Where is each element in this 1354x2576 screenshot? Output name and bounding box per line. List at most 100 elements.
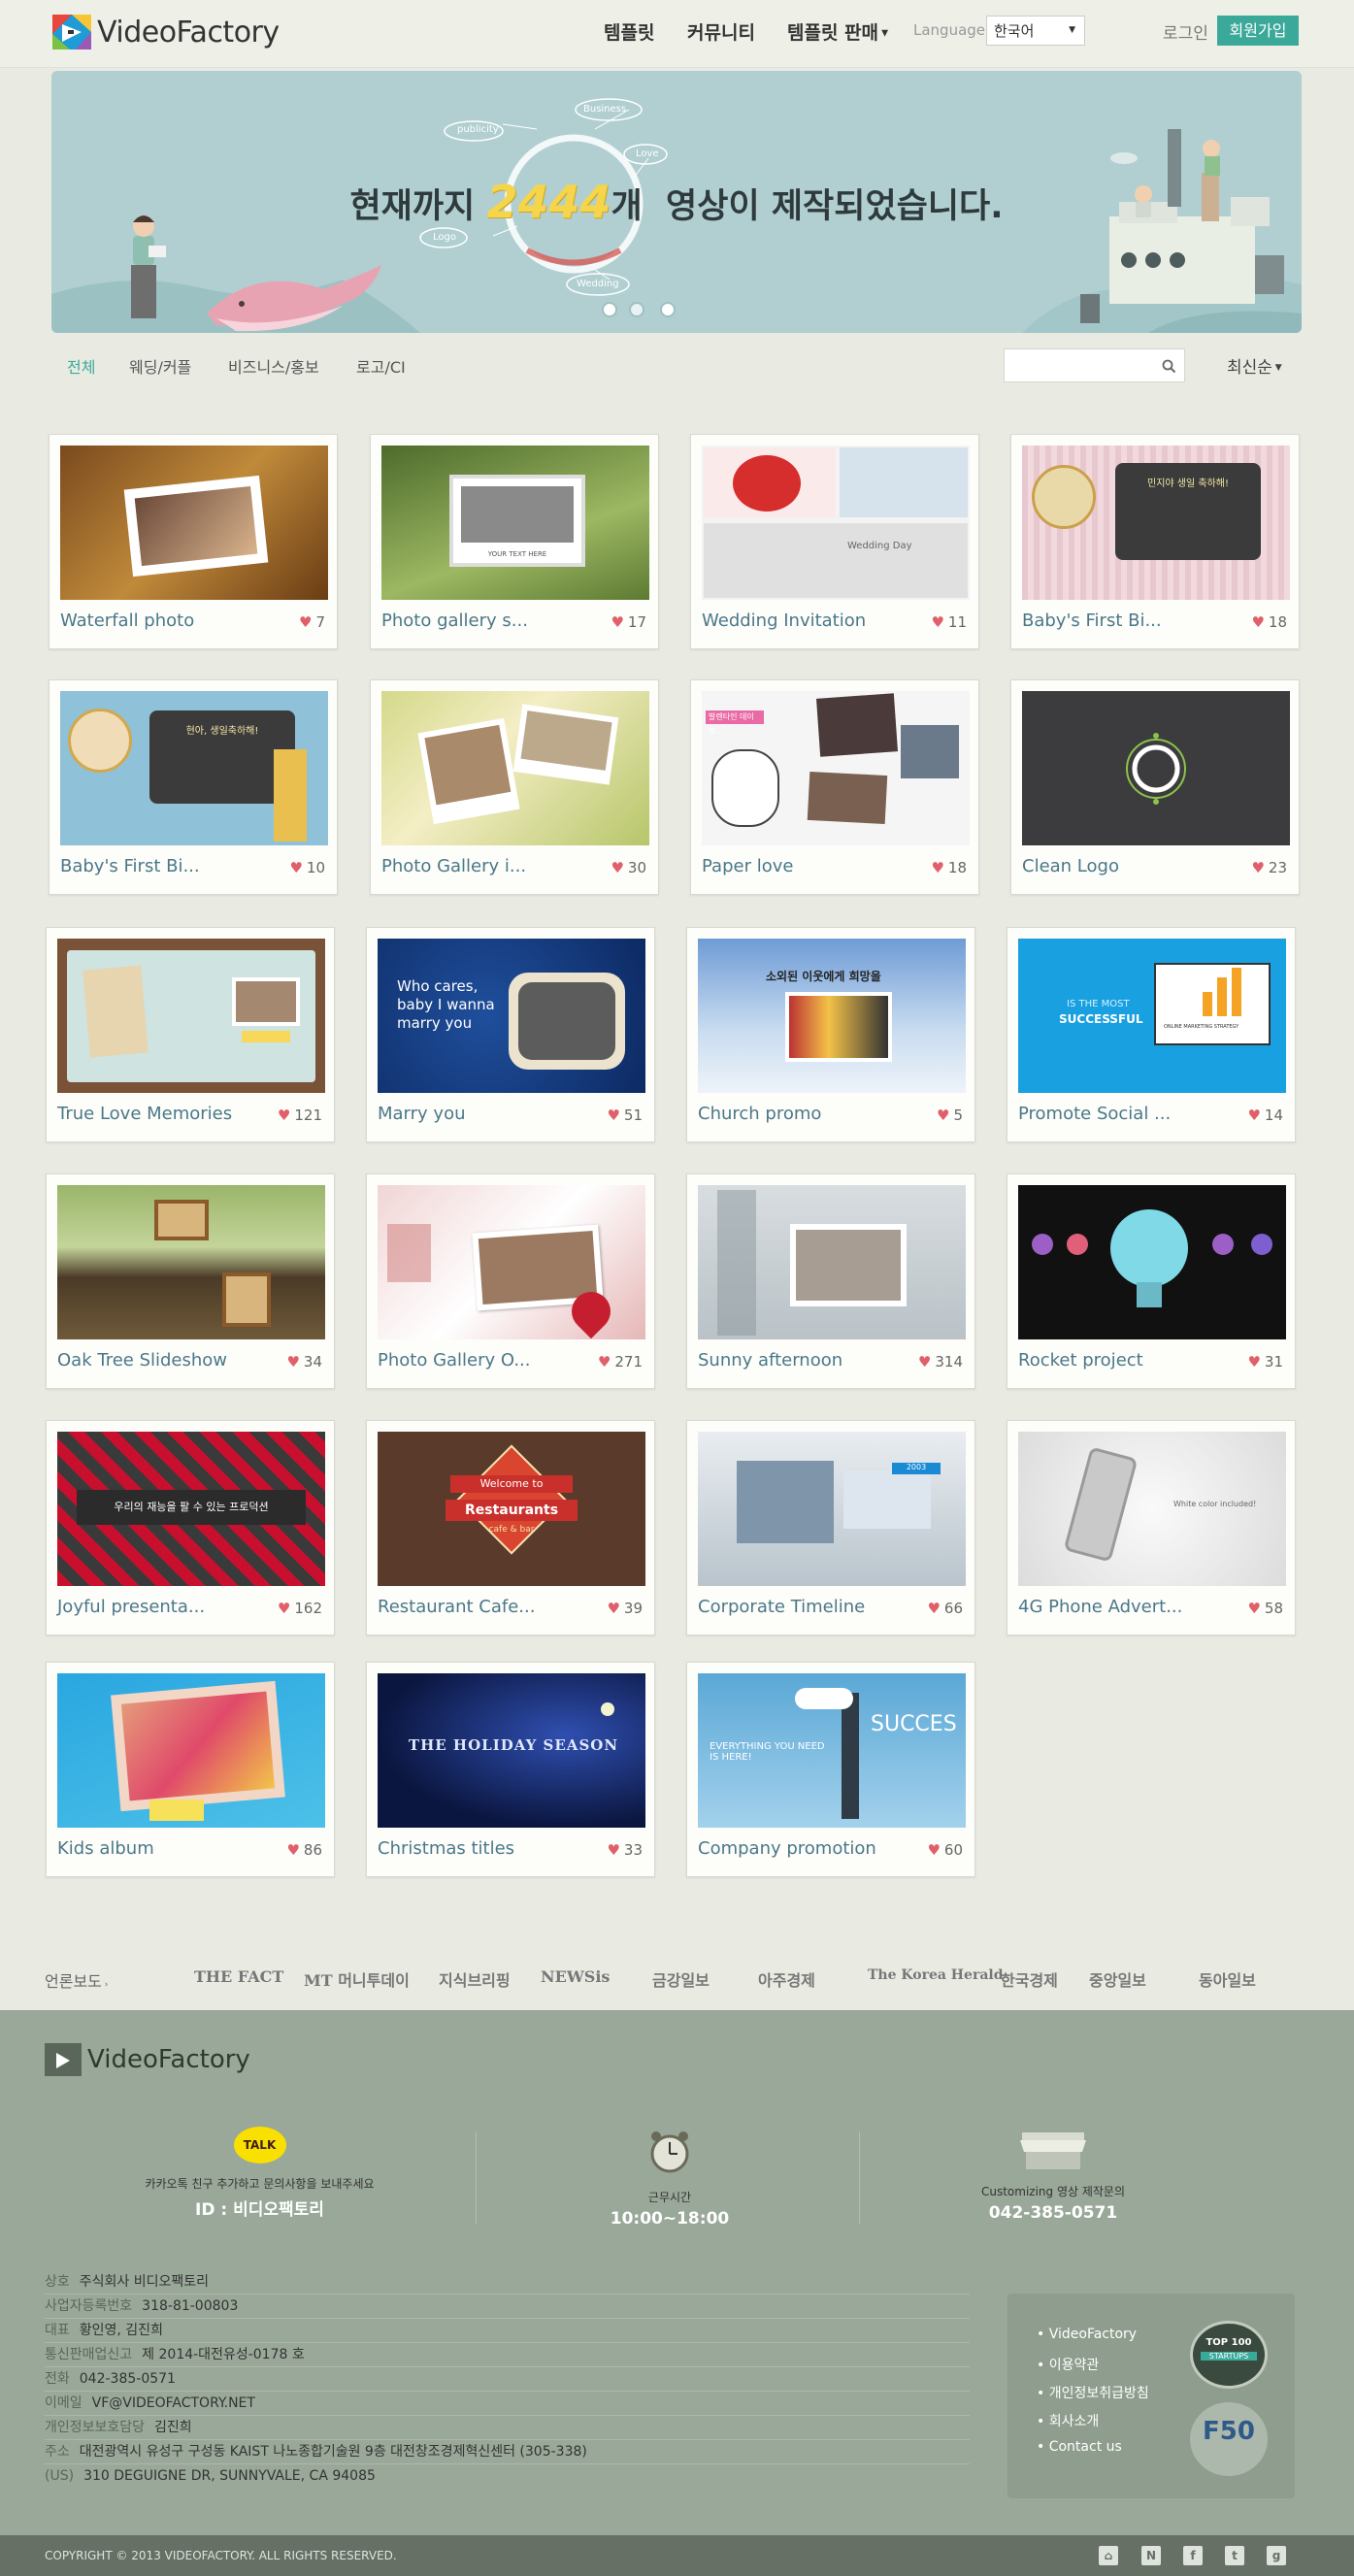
template-title[interactable]: Sunny afternoon	[698, 1350, 843, 1371]
template-thumbnail[interactable]: 소외된 이웃에게 희망을	[698, 939, 966, 1093]
template-thumbnail[interactable]: 우리의 재능을 팔 수 있는 프로덕션	[57, 1432, 325, 1586]
template-thumbnail[interactable]: YOUR TEXT HERE	[381, 446, 649, 600]
like-count[interactable]: ♥ 10	[289, 859, 325, 876]
carousel-dot-1[interactable]	[602, 302, 617, 317]
template-card[interactable]: 소외된 이웃에게 희망을 Church promo ♥ 5	[686, 927, 975, 1142]
template-card[interactable]: 현아, 생일축하해! Baby's First Bi... ♥ 10	[49, 679, 338, 895]
press-logo-hankyung[interactable]: 한국경제	[1001, 1971, 1058, 1990]
template-title[interactable]: Rocket project	[1018, 1350, 1143, 1371]
template-thumbnail[interactable]	[57, 939, 325, 1093]
like-count[interactable]: ♥ 11	[931, 613, 967, 631]
template-card[interactable]: Welcome to Restaurants cafe & bar Restau…	[366, 1420, 655, 1635]
footer-link-contact[interactable]: • Contact us	[1037, 2439, 1122, 2455]
press-logo-korea-herald[interactable]: The Korea Herald	[868, 1967, 1004, 1983]
template-thumbnail[interactable]: 현아, 생일축하해!	[60, 691, 328, 845]
template-title[interactable]: Church promo	[698, 1104, 822, 1124]
template-thumbnail[interactable]: Who cares, baby I wanna marry you	[378, 939, 645, 1093]
like-count[interactable]: ♥ 34	[286, 1353, 322, 1371]
template-thumbnail[interactable]	[378, 1185, 645, 1339]
kakao-id[interactable]: ID : 비디오팩토리	[195, 2200, 324, 2220]
template-title[interactable]: Baby's First Bi...	[1022, 611, 1162, 631]
login-link[interactable]: 로그인	[1163, 24, 1208, 44]
footer-logo[interactable]: VideoFactory	[45, 2043, 250, 2076]
home-icon[interactable]: ⌂	[1099, 2546, 1118, 2565]
template-thumbnail[interactable]: IS THE MOST SUCCESSFUL ONLINE MARKETING …	[1018, 939, 1286, 1093]
press-logo-ajou[interactable]: 아주경제	[758, 1971, 815, 1990]
carousel-dot-3[interactable]	[660, 302, 676, 317]
like-count[interactable]: ♥ 5	[937, 1106, 963, 1124]
like-count[interactable]: ♥ 86	[286, 1841, 322, 1859]
template-thumbnail[interactable]	[57, 1673, 325, 1828]
filter-logo[interactable]: 로고/CI	[356, 358, 406, 377]
like-count[interactable]: ♥ 31	[1247, 1353, 1283, 1371]
like-count[interactable]: ♥ 271	[597, 1353, 643, 1371]
template-card[interactable]: White color included! 4G Phone Advert...…	[1007, 1420, 1296, 1635]
template-card[interactable]: Photo Gallery i... ♥ 30	[370, 679, 659, 895]
template-card[interactable]: Rocket project ♥ 31	[1007, 1173, 1296, 1389]
template-thumbnail[interactable]	[698, 1185, 966, 1339]
template-card[interactable]: Clean Logo ♥ 23	[1010, 679, 1300, 895]
template-thumbnail[interactable]: 2003	[698, 1432, 966, 1586]
signup-button[interactable]: 회원가입	[1217, 16, 1299, 46]
template-thumbnail[interactable]	[60, 446, 328, 600]
template-card[interactable]: Oak Tree Slideshow ♥ 34	[46, 1173, 335, 1389]
template-title[interactable]: Paper love	[702, 856, 794, 876]
carousel-dot-2[interactable]	[629, 302, 644, 317]
template-title[interactable]: Wedding Invitation	[702, 611, 867, 631]
like-count[interactable]: ♥ 17	[611, 613, 646, 631]
like-count[interactable]: ♥ 30	[611, 859, 646, 876]
press-logo-newsis[interactable]: NEWSis	[541, 1967, 611, 1986]
template-card[interactable]: YOUR TEXT HERE Photo gallery s... ♥ 17	[370, 434, 659, 649]
template-title[interactable]: Photo Gallery O...	[378, 1350, 531, 1371]
twitter-icon[interactable]: t	[1225, 2546, 1244, 2565]
template-thumbnail[interactable]: 민지야 생일 축하해!	[1022, 446, 1290, 600]
template-thumbnail[interactable]: White color included!	[1018, 1432, 1286, 1586]
template-title[interactable]: Restaurant Cafe...	[378, 1597, 536, 1617]
template-card[interactable]: 민지야 생일 축하해! Baby's First Bi... ♥ 18	[1010, 434, 1300, 649]
nav-community[interactable]: 커뮤니티	[687, 22, 755, 44]
template-title[interactable]: Corporate Timeline	[698, 1597, 866, 1617]
like-count[interactable]: ♥ 58	[1247, 1600, 1283, 1617]
like-count[interactable]: ♥ 7	[299, 613, 325, 631]
template-thumbnail[interactable]: THE HOLIDAY SEASON	[378, 1673, 645, 1828]
search-icon[interactable]	[1162, 359, 1176, 374]
template-card[interactable]: Waterfall photo ♥ 7	[49, 434, 338, 649]
nav-templates[interactable]: 템플릿	[604, 22, 655, 44]
language-select[interactable]: 한국어 ▼	[986, 16, 1085, 46]
template-title[interactable]: Kids album	[57, 1838, 154, 1859]
sort-dropdown[interactable]: 최신순 ▼	[1227, 358, 1282, 378]
template-thumbnail[interactable]: SUCCES EVERYTHING YOU NEED IS HERE!	[698, 1673, 966, 1828]
template-card[interactable]: IS THE MOST SUCCESSFUL ONLINE MARKETING …	[1007, 927, 1296, 1142]
template-title[interactable]: Promote Social ...	[1018, 1104, 1172, 1124]
logo[interactable]: VideoFactory	[50, 13, 280, 51]
footer-link-terms[interactable]: • 이용약관	[1037, 2358, 1100, 2373]
template-title[interactable]: 4G Phone Advert...	[1018, 1597, 1183, 1617]
nav-template-sales[interactable]: 템플릿 판매 ▼	[787, 22, 889, 44]
template-title[interactable]: Clean Logo	[1022, 856, 1119, 876]
template-title[interactable]: Company promotion	[698, 1838, 876, 1859]
google-plus-icon[interactable]: g	[1267, 2546, 1286, 2565]
like-count[interactable]: ♥ 33	[607, 1841, 643, 1859]
like-count[interactable]: ♥ 14	[1247, 1106, 1283, 1124]
template-title[interactable]: Christmas titles	[378, 1838, 515, 1859]
email-link[interactable]: VF@VIDEOFACTORY.NET	[91, 2395, 255, 2411]
template-card[interactable]: Sunny afternoon ♥ 314	[686, 1173, 975, 1389]
like-count[interactable]: ♥ 66	[927, 1600, 963, 1617]
template-title[interactable]: Waterfall photo	[60, 611, 195, 631]
custom-phone[interactable]: 042-385-0571	[988, 2203, 1118, 2223]
like-count[interactable]: ♥ 162	[277, 1600, 322, 1617]
filter-wedding[interactable]: 웨딩/커플	[129, 358, 192, 377]
template-card[interactable]: 발렌타인 데이날... Paper love ♥ 18	[690, 679, 979, 895]
template-thumbnail[interactable]	[1022, 691, 1290, 845]
press-logo-joongang[interactable]: 중앙일보	[1089, 1971, 1146, 1990]
template-card[interactable]: Who cares, baby I wanna marry you Marry …	[366, 927, 655, 1142]
footer-link-privacy[interactable]: • 개인정보취급방침	[1037, 2386, 1149, 2401]
template-card[interactable]: Photo Gallery O... ♥ 271	[366, 1173, 655, 1389]
template-title[interactable]: Baby's First Bi...	[60, 856, 200, 876]
press-logo-mt[interactable]: MT 머니투데이	[304, 1971, 410, 1990]
footer-link-videofactory[interactable]: • VideoFactory	[1037, 2327, 1138, 2342]
filter-business[interactable]: 비즈니스/홍보	[228, 358, 319, 377]
footer-link-about[interactable]: • 회사소개	[1037, 2414, 1100, 2429]
facebook-icon[interactable]: f	[1183, 2546, 1203, 2565]
like-count[interactable]: ♥ 39	[607, 1600, 643, 1617]
